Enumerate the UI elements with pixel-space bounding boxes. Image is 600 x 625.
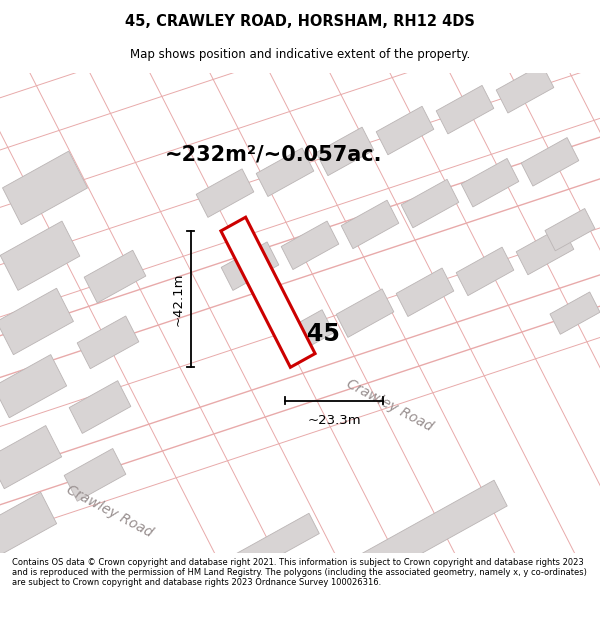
Polygon shape bbox=[436, 86, 494, 134]
Polygon shape bbox=[2, 151, 88, 225]
Polygon shape bbox=[281, 221, 339, 269]
Polygon shape bbox=[0, 221, 80, 291]
Polygon shape bbox=[0, 288, 73, 355]
Polygon shape bbox=[456, 247, 514, 296]
Polygon shape bbox=[341, 200, 399, 249]
Polygon shape bbox=[516, 226, 574, 275]
Polygon shape bbox=[221, 513, 319, 582]
Polygon shape bbox=[276, 310, 334, 358]
Polygon shape bbox=[221, 217, 315, 368]
Polygon shape bbox=[256, 148, 314, 196]
Polygon shape bbox=[0, 426, 62, 489]
Polygon shape bbox=[221, 242, 279, 291]
Text: ~42.1m: ~42.1m bbox=[172, 272, 185, 326]
Polygon shape bbox=[550, 292, 600, 334]
Polygon shape bbox=[69, 381, 131, 433]
Text: ~232m²/~0.057ac.: ~232m²/~0.057ac. bbox=[165, 144, 383, 164]
Text: Contains OS data © Crown copyright and database right 2021. This information is : Contains OS data © Crown copyright and d… bbox=[12, 558, 587, 588]
Polygon shape bbox=[396, 268, 454, 316]
Polygon shape bbox=[84, 250, 146, 303]
Text: Crawley Road: Crawley Road bbox=[64, 482, 155, 540]
Polygon shape bbox=[545, 209, 595, 251]
Text: 45: 45 bbox=[307, 322, 340, 346]
Polygon shape bbox=[401, 179, 459, 228]
Polygon shape bbox=[521, 138, 579, 186]
Polygon shape bbox=[64, 449, 126, 501]
Polygon shape bbox=[0, 492, 56, 556]
Polygon shape bbox=[336, 289, 394, 338]
Polygon shape bbox=[376, 106, 434, 155]
Polygon shape bbox=[0, 354, 67, 418]
Text: 45, CRAWLEY ROAD, HORSHAM, RH12 4DS: 45, CRAWLEY ROAD, HORSHAM, RH12 4DS bbox=[125, 14, 475, 29]
Polygon shape bbox=[461, 158, 519, 207]
Text: ~23.3m: ~23.3m bbox=[308, 414, 361, 428]
Text: Crawley Road: Crawley Road bbox=[344, 376, 436, 434]
Polygon shape bbox=[77, 316, 139, 369]
Polygon shape bbox=[196, 169, 254, 217]
Polygon shape bbox=[353, 480, 507, 584]
Polygon shape bbox=[496, 64, 554, 113]
Polygon shape bbox=[316, 127, 374, 176]
Text: Map shows position and indicative extent of the property.: Map shows position and indicative extent… bbox=[130, 48, 470, 61]
